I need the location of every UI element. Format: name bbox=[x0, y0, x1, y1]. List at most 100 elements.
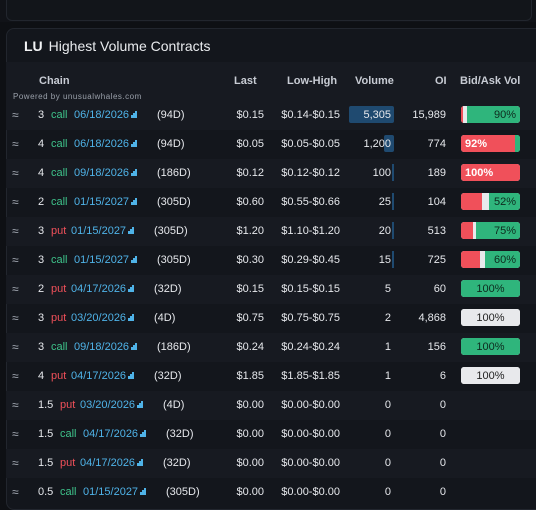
expiry-date[interactable]: 09/18/2026 bbox=[74, 167, 137, 179]
bid-ask-value: 100% bbox=[476, 341, 505, 353]
table-row[interactable]: ≈3 call 09/18/2026 (186D) $0.24 $0.24-$0.24 1 1… bbox=[6, 333, 536, 362]
col-chain[interactable]: Chain bbox=[39, 75, 70, 87]
contract-strike: 1.5 bbox=[38, 457, 54, 469]
open-interest: 15,989 bbox=[412, 109, 446, 121]
expiry-date[interactable]: 06/18/2026 bbox=[74, 109, 137, 121]
expiry-date-text: 09/18/2026 bbox=[74, 341, 130, 353]
last-price: $1.20 bbox=[236, 225, 264, 237]
expiry-date[interactable]: 06/18/2026 bbox=[74, 138, 137, 150]
table-row[interactable]: ≈3 put 01/15/2027 (305D) $1.20 $1.10-$1.20 20 5… bbox=[6, 217, 536, 246]
volume-value: 20 bbox=[378, 225, 391, 237]
expiry-date[interactable]: 04/17/2026 bbox=[83, 428, 146, 440]
low-high-range: $0.75-$0.75 bbox=[281, 312, 340, 324]
volume-bar bbox=[392, 193, 394, 210]
expiry-date[interactable]: 03/20/2026 bbox=[80, 399, 143, 411]
top-bar bbox=[0, 0, 536, 22]
table-row[interactable]: ≈2 put 04/17/2026 (32D) $0.15 $0.15-$0.15 5 60 1… bbox=[6, 275, 536, 304]
contract-type: call bbox=[51, 138, 68, 150]
table-row[interactable]: ≈1.5 call 04/17/2026 (32D) $0.00 $0.00-$0.00 0… bbox=[6, 420, 536, 449]
expiry-date[interactable]: 01/15/2027 bbox=[83, 486, 146, 498]
waves-icon[interactable]: ≈ bbox=[12, 398, 19, 412]
waves-icon[interactable]: ≈ bbox=[12, 282, 19, 296]
bid-ask-bar[interactable]: 52% bbox=[461, 193, 520, 210]
bid-ask-neutral bbox=[473, 222, 476, 239]
expiry-date[interactable]: 04/17/2026 bbox=[80, 457, 143, 469]
waves-icon[interactable]: ≈ bbox=[12, 137, 19, 151]
contract-strike: 4 bbox=[38, 167, 45, 179]
open-interest: 0 bbox=[439, 457, 446, 469]
days-to-expiry: (32D) bbox=[163, 457, 191, 469]
table-row[interactable]: ≈4 call 06/18/2026 (94D) $0.05 $0.05-$0.05 1,2… bbox=[6, 130, 536, 159]
table-row[interactable]: ≈4 put 04/17/2026 (32D) $1.85 $1.85-$1.85 1 6 10… bbox=[6, 362, 536, 391]
bid-ask-bar[interactable]: 75% bbox=[461, 222, 520, 239]
col-bid-ask-vol[interactable]: Bid/Ask Vol bbox=[460, 75, 521, 87]
waves-icon[interactable]: ≈ bbox=[12, 427, 19, 441]
contract-strike: 3 bbox=[38, 225, 45, 237]
col-oi[interactable]: OI bbox=[435, 75, 447, 87]
table-row[interactable]: ≈2 call 01/15/2027 (305D) $0.60 $0.55-$0.66 25… bbox=[6, 188, 536, 217]
expiry-date[interactable]: 01/15/2027 bbox=[71, 225, 134, 237]
col-low-high[interactable]: Low-High bbox=[287, 75, 338, 87]
contract-type: call bbox=[51, 254, 68, 266]
bid-ask-bar[interactable]: 100% bbox=[461, 367, 520, 384]
title-label: Highest Volume Contracts bbox=[48, 38, 211, 54]
waves-icon[interactable]: ≈ bbox=[12, 340, 19, 354]
bid-ask-bar[interactable]: 100% bbox=[461, 280, 520, 297]
bar-chart-icon bbox=[140, 488, 146, 495]
waves-icon[interactable]: ≈ bbox=[12, 224, 19, 238]
contract-type: put bbox=[51, 225, 67, 237]
bid-ask-value: 100% bbox=[476, 283, 505, 295]
expiry-date[interactable]: 03/20/2026 bbox=[71, 312, 134, 324]
expiry-date-text: 09/18/2026 bbox=[74, 167, 130, 179]
volume-value: 25 bbox=[378, 196, 391, 208]
table-row[interactable]: ≈3 call 06/18/2026 (94D) $0.15 $0.14-$0.15 5,3… bbox=[6, 101, 536, 130]
bid-ask-bar[interactable]: 90% bbox=[461, 106, 520, 123]
volume-value: 0 bbox=[384, 399, 391, 411]
table-row[interactable]: ≈1.5 put 03/20/2026 (4D) $0.00 $0.00-$0.00 0 0 bbox=[6, 391, 536, 420]
last-price: $1.85 bbox=[236, 370, 264, 382]
table-row[interactable]: ≈3 put 03/20/2026 (4D) $0.75 $0.75-$0.75 2 4,86… bbox=[6, 304, 536, 333]
bid-ask-value: 52% bbox=[493, 196, 516, 208]
panel-title: LU Highest Volume Contracts bbox=[24, 38, 211, 54]
open-interest: 513 bbox=[427, 225, 446, 237]
bid-ask-bar[interactable]: 92% bbox=[461, 135, 520, 152]
expiry-date[interactable]: 04/17/2026 bbox=[71, 283, 134, 295]
waves-icon[interactable]: ≈ bbox=[12, 456, 19, 470]
table-row[interactable]: ≈4 call 09/18/2026 (186D) $0.12 $0.12-$0.12 10… bbox=[6, 159, 536, 188]
bid-ask-bar[interactable]: 100% bbox=[461, 338, 520, 355]
waves-icon[interactable]: ≈ bbox=[12, 253, 19, 267]
waves-icon[interactable]: ≈ bbox=[12, 108, 19, 122]
bid-ask-bar[interactable]: 100% bbox=[461, 309, 520, 326]
waves-icon[interactable]: ≈ bbox=[12, 166, 19, 180]
bid-ask-bar[interactable]: 100% bbox=[461, 164, 520, 181]
table-row[interactable]: ≈1.5 put 04/17/2026 (32D) $0.00 $0.00-$0.00 0 0 bbox=[6, 449, 536, 478]
last-price: $0.30 bbox=[236, 254, 264, 266]
col-last[interactable]: Last bbox=[234, 75, 257, 87]
expiry-date[interactable]: 01/15/2027 bbox=[74, 196, 137, 208]
col-volume[interactable]: Volume bbox=[355, 75, 394, 87]
waves-icon[interactable]: ≈ bbox=[12, 369, 19, 383]
bid-ask-red bbox=[461, 164, 520, 181]
expiry-date[interactable]: 09/18/2026 bbox=[74, 341, 137, 353]
powered-by[interactable]: Powered by unusualwhales.com bbox=[13, 92, 142, 101]
table-row[interactable]: ≈0.5 call 01/15/2027 (305D) $0.00 $0.00-$0.00… bbox=[6, 478, 536, 507]
expiry-date-text: 01/15/2027 bbox=[83, 486, 139, 498]
waves-icon[interactable]: ≈ bbox=[12, 195, 19, 209]
contract-strike: 3 bbox=[38, 254, 45, 266]
expiry-date-text: 03/20/2026 bbox=[71, 312, 127, 324]
contract-strike: 1.5 bbox=[38, 428, 54, 440]
expiry-date-text: 04/17/2026 bbox=[71, 370, 127, 382]
days-to-expiry: (186D) bbox=[157, 167, 191, 179]
bid-ask-bar[interactable]: 60% bbox=[461, 251, 520, 268]
expiry-date[interactable]: 01/15/2027 bbox=[74, 254, 137, 266]
expiry-date[interactable]: 04/17/2026 bbox=[71, 370, 134, 382]
open-interest: 0 bbox=[439, 486, 446, 498]
volume-cell: 2 bbox=[349, 309, 394, 326]
waves-icon[interactable]: ≈ bbox=[12, 311, 19, 325]
bid-ask-value: 75% bbox=[493, 225, 516, 237]
waves-icon[interactable]: ≈ bbox=[12, 485, 19, 499]
volume-value: 5,305 bbox=[363, 109, 391, 121]
expiry-date-text: 01/15/2027 bbox=[74, 254, 130, 266]
table-row[interactable]: ≈3 call 01/15/2027 (305D) $0.30 $0.29-$0.45 15… bbox=[6, 246, 536, 275]
contract-strike: 0.5 bbox=[38, 486, 54, 498]
